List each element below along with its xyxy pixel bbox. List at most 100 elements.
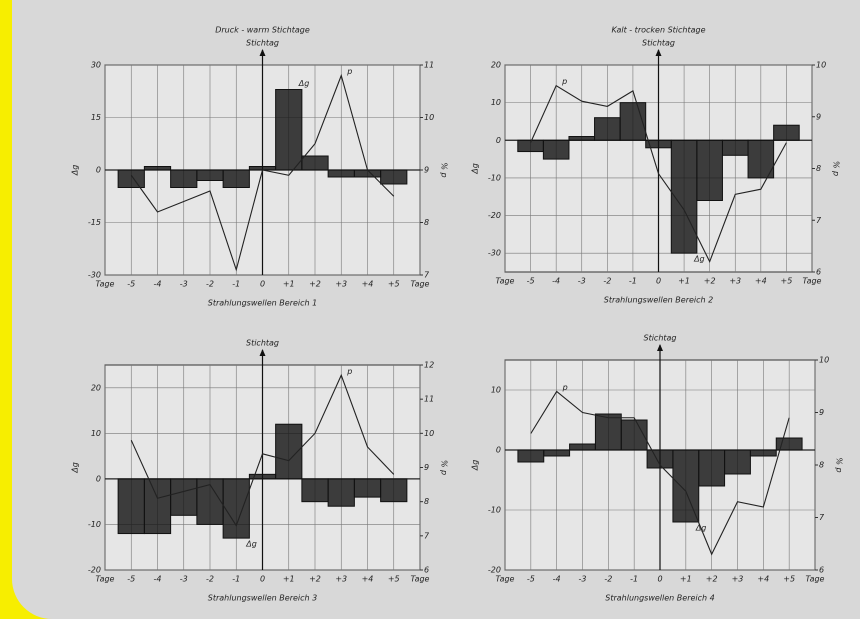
- delta-bar: [170, 169, 198, 188]
- y-tick-label: 0: [496, 446, 501, 455]
- y2-tick-label: 8: [819, 461, 824, 470]
- x-tick-label: -2: [603, 277, 611, 286]
- x-tick-label: +5: [783, 575, 795, 584]
- x-tick-label: -5: [127, 575, 135, 584]
- delta-bar: [327, 169, 355, 178]
- x-tick-label: -4: [154, 575, 162, 584]
- marker-arrow: [259, 49, 266, 56]
- y-tick-label: -30: [488, 249, 501, 258]
- y2-tick-label: 9: [424, 166, 429, 175]
- y-label: Δg: [71, 165, 80, 177]
- delta-bar: [620, 419, 648, 451]
- delta-bar: [196, 169, 224, 181]
- y2-label: % p: [835, 457, 844, 472]
- caption: Strahlungswellen Bereich 2: [604, 296, 713, 305]
- marker-arrow: [655, 49, 662, 56]
- series-label: Δg: [693, 255, 705, 264]
- y2-tick-label: 10: [819, 356, 829, 365]
- x-tick-label: +1: [283, 575, 295, 584]
- x-unit: Tage: [411, 575, 430, 584]
- x-tick-label: -1: [232, 575, 240, 584]
- x-tick-label: +1: [680, 575, 692, 584]
- y-tick-label: 20: [491, 61, 501, 70]
- y2-label: % p: [832, 161, 841, 176]
- x-tick-label: -2: [206, 280, 214, 289]
- y2-tick-label: 8: [424, 497, 429, 506]
- y-tick-label: -30: [88, 271, 101, 280]
- x-unit: Tage: [496, 575, 515, 584]
- series-label: p: [346, 367, 352, 376]
- delta-bar: [327, 478, 355, 507]
- delta-bar: [569, 443, 596, 451]
- chart-title: Kalt - trocken Stichtage: [611, 26, 705, 35]
- y-tick-label: 10: [491, 98, 501, 107]
- chart-title: Druck - warm Stichtage: [215, 26, 310, 35]
- marker-arrow: [259, 349, 266, 356]
- x-tick-label: -3: [578, 277, 586, 286]
- delta-bar: [543, 449, 571, 457]
- x-unit: Tage: [96, 280, 115, 289]
- caption: Strahlungswellen Bereich 3: [208, 594, 317, 603]
- y2-tick-label: 9: [424, 463, 429, 472]
- x-tick-label: -3: [180, 575, 188, 584]
- delta-bar: [117, 169, 145, 188]
- y-tick-label: -10: [488, 173, 501, 182]
- delta-bar: [353, 169, 382, 178]
- y-label: Δg: [471, 460, 480, 472]
- x-tick-label: +3: [729, 277, 741, 286]
- delta-bar: [143, 166, 172, 171]
- x-tick-label: 0: [656, 277, 661, 286]
- x-tick-label: -5: [127, 280, 135, 289]
- x-tick-label: +5: [781, 277, 793, 286]
- x-unit: Tage: [411, 280, 430, 289]
- series-label: Δg: [245, 540, 257, 549]
- x-tick-label: 0: [657, 575, 662, 584]
- delta-bar: [196, 478, 224, 525]
- x-tick-label: -1: [232, 280, 240, 289]
- y2-tick-label: 10: [424, 429, 434, 438]
- y-label: Δg: [471, 163, 480, 175]
- y-tick-label: 30: [91, 61, 101, 70]
- y2-tick-label: 10: [424, 113, 434, 122]
- y-tick-label: 20: [91, 383, 101, 392]
- y-tick-label: -15: [88, 218, 101, 227]
- p-line: [530, 390, 790, 556]
- p-line: [130, 373, 395, 527]
- p-line: [530, 84, 787, 264]
- x-tick-label: -5: [527, 575, 535, 584]
- x-tick-label: +2: [706, 575, 718, 584]
- delta-bar: [773, 124, 800, 141]
- delta-bar: [747, 139, 775, 179]
- x-tick-label: 0: [260, 280, 265, 289]
- y2-tick-label: 11: [424, 395, 434, 404]
- delta-bar: [222, 169, 250, 188]
- x-tick-label: -4: [553, 575, 561, 584]
- y2-tick-label: 6: [816, 268, 821, 277]
- delta-bar: [275, 89, 303, 171]
- x-tick-label: +2: [309, 575, 321, 584]
- y-tick-label: -10: [88, 520, 101, 529]
- x-tick-label: -2: [604, 575, 612, 584]
- y2-tick-label: 11: [424, 61, 434, 70]
- y2-tick-label: 9: [819, 408, 824, 417]
- x-tick-label: +4: [362, 575, 374, 584]
- delta-bar: [749, 449, 777, 457]
- x-tick-label: 0: [260, 575, 265, 584]
- p-line: [130, 73, 395, 272]
- marker-label: Stichtag: [642, 39, 675, 48]
- series-label: p: [561, 77, 567, 86]
- x-tick-label: +1: [283, 280, 295, 289]
- x-tick-label: -3: [180, 280, 188, 289]
- delta-bar: [594, 413, 622, 451]
- x-tick-label: +5: [388, 280, 400, 289]
- x-tick-label: -1: [630, 575, 638, 584]
- y-tick-label: 0: [496, 136, 501, 145]
- y2-tick-label: 10: [816, 61, 826, 70]
- delta-bar: [222, 478, 250, 539]
- y-label: Δg: [71, 462, 80, 474]
- series-label: Δg: [298, 79, 310, 88]
- y2-tick-label: 8: [816, 164, 821, 173]
- x-tick-label: +5: [388, 575, 400, 584]
